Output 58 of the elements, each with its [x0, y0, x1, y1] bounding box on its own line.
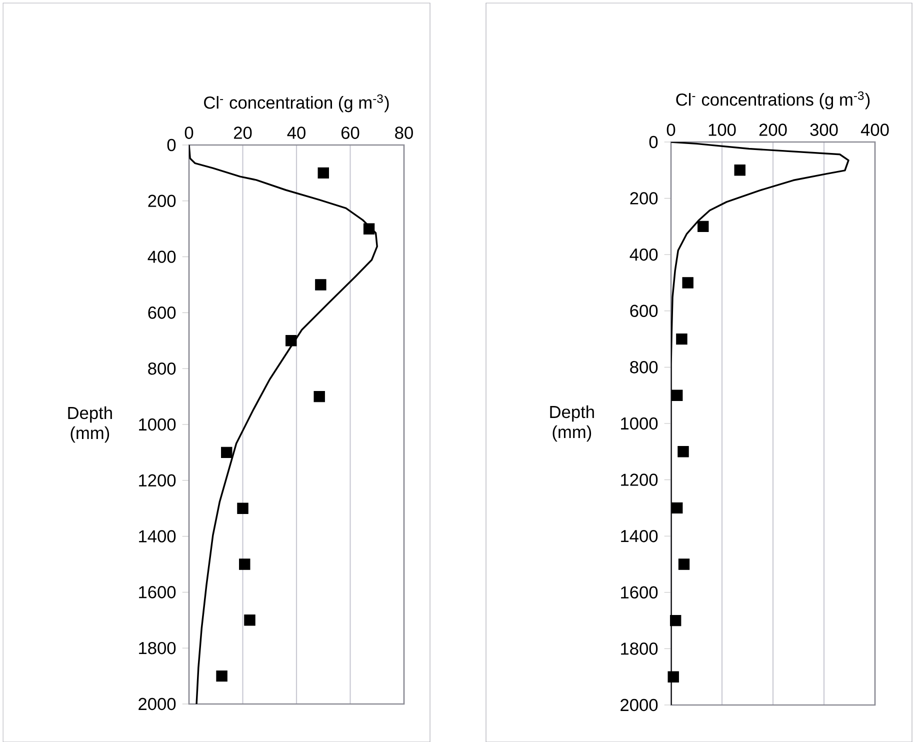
point [318, 167, 329, 179]
point [244, 614, 256, 626]
point [678, 558, 690, 570]
x-tick-label: 300 [810, 124, 838, 136]
y-tick-label: 1400 [139, 530, 176, 542]
point [237, 502, 248, 514]
y-tick-label: 1800 [621, 642, 658, 655]
x-axis-title: Cl$^{-}$ concentrations (g m$^{-3}$) [676, 91, 870, 110]
x-tick-label: 80 [395, 126, 413, 139]
line-series [189, 144, 378, 704]
point [286, 335, 297, 346]
point [668, 671, 679, 682]
y-tick-label: 2000 [620, 698, 658, 712]
point [672, 390, 683, 401]
x-axis-title: Cl$^{-}$ concentration (g m$^{-3}$) [204, 94, 389, 112]
y-tick-label: 2000 [138, 698, 176, 710]
point [670, 614, 682, 626]
x-tick-label: 0 [184, 126, 194, 139]
y-tick-label: 200 [148, 194, 176, 208]
y-tick-label: 800 [630, 361, 658, 374]
y-tick-label: 1400 [621, 530, 658, 542]
point [682, 277, 694, 288]
y-tick-label: 1200 [139, 474, 176, 487]
x-tick-label: 400 [860, 124, 889, 136]
y-tick-label: 0 [649, 136, 658, 148]
x-tick-label: 40 [287, 126, 306, 139]
y-tick-label: 600 [630, 304, 658, 318]
y-tick-label: 200 [630, 192, 658, 204]
y-tick-label: 0 [167, 138, 176, 152]
x-tick-label: 0 [666, 124, 676, 136]
y-tick-label: 1800 [139, 642, 176, 654]
point [672, 502, 683, 514]
y-tick-label: 600 [148, 306, 176, 319]
y-tick-label: 1600 [139, 586, 176, 598]
y-tick-label: 1200 [621, 474, 658, 486]
y-axis-title: Depth (mm) [550, 405, 594, 442]
point [734, 164, 746, 176]
y-tick-label: 1000 [621, 417, 658, 430]
point [363, 223, 375, 234]
y-axis-title: Depth (mm) [68, 406, 112, 443]
point [315, 279, 326, 290]
y-tick-label: 800 [148, 362, 176, 375]
point [314, 390, 325, 402]
x-tick-label: 20 [234, 126, 252, 139]
y-tick-label: 1600 [621, 586, 658, 599]
y-tick-label: 400 [148, 250, 176, 263]
point [216, 670, 228, 682]
point [678, 446, 689, 458]
point [698, 220, 709, 232]
x-tick-label: 60 [341, 126, 360, 139]
x-tick-label: 200 [759, 124, 787, 136]
y-tick-label: 1000 [139, 418, 176, 431]
line-series [671, 142, 850, 705]
point [676, 333, 688, 345]
point [239, 558, 250, 570]
y-tick-label: 400 [630, 248, 658, 261]
x-tick-label: 100 [708, 124, 736, 136]
point [221, 446, 232, 458]
